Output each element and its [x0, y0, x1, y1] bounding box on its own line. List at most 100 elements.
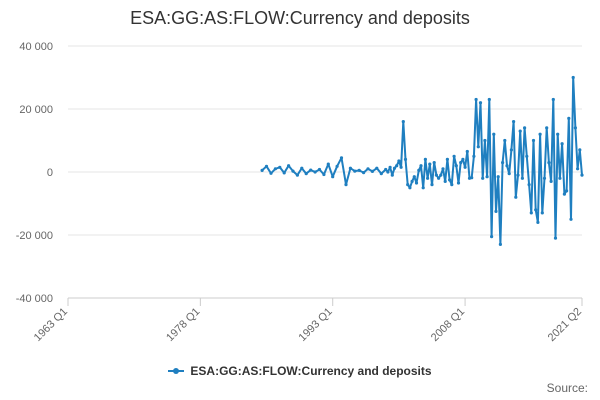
x-tick-label: 1993 Q1 — [297, 306, 335, 344]
data-point — [403, 157, 408, 161]
data-point — [366, 167, 370, 171]
y-tick-label: -20 000 — [16, 230, 53, 242]
data-point — [534, 208, 538, 212]
data-point — [335, 164, 339, 168]
data-point — [434, 173, 438, 177]
data-point — [527, 183, 531, 187]
data-point — [511, 120, 516, 124]
chart-title: ESA:GG:AS:FLOW:Currency and deposits — [130, 8, 470, 28]
data-point — [492, 132, 496, 136]
source-credit[interactable]: Source: — [546, 381, 588, 395]
data-point — [264, 164, 269, 168]
data-point — [399, 165, 403, 169]
data-point — [426, 176, 430, 180]
data-point — [525, 154, 529, 158]
data-point — [461, 157, 465, 161]
data-point — [573, 126, 578, 130]
data-point — [322, 172, 326, 177]
data-point — [549, 179, 553, 183]
data-point — [439, 173, 443, 177]
legend-swatch-icon — [168, 366, 185, 376]
data-point — [260, 168, 264, 172]
x-tick-label: 2008 Q1 — [429, 306, 467, 344]
data-point — [474, 97, 478, 102]
data-point — [304, 172, 308, 176]
data-point — [531, 138, 536, 143]
data-point — [353, 169, 357, 173]
data-point — [397, 159, 401, 163]
data-point — [514, 195, 518, 199]
data-point — [470, 176, 474, 180]
legend-label: ESA:GG:AS:FLOW:Currency and deposits — [190, 364, 432, 378]
data-point — [536, 220, 540, 224]
data-point — [496, 175, 500, 179]
data-point — [313, 170, 317, 174]
x-tick-label: 2021 Q2 — [546, 306, 584, 344]
data-point — [562, 192, 567, 196]
data-point — [421, 186, 425, 190]
data-point — [445, 157, 449, 161]
data-point — [408, 186, 412, 190]
data-point — [450, 183, 454, 187]
data-point — [278, 165, 282, 169]
data-point — [576, 167, 580, 171]
data-point — [490, 235, 494, 239]
data-point — [375, 166, 379, 170]
data-point — [523, 126, 527, 130]
data-point — [437, 176, 441, 180]
data-point — [487, 97, 491, 102]
legend[interactable]: ESA:GG:AS:FLOW:Currency and deposits — [0, 364, 600, 378]
data-point — [501, 161, 505, 165]
data-point — [406, 183, 410, 187]
data-point — [481, 176, 485, 180]
data-point — [542, 176, 547, 180]
data-point — [456, 181, 461, 185]
data-point — [331, 175, 335, 179]
data-point — [578, 148, 582, 152]
data-point — [370, 169, 374, 173]
data-point — [551, 97, 555, 102]
data-point — [538, 132, 542, 136]
data-point — [494, 209, 498, 213]
data-point — [448, 178, 452, 182]
data-point — [485, 175, 489, 179]
y-tick-label: 20 000 — [19, 104, 53, 116]
data-point — [423, 157, 427, 161]
data-point — [428, 162, 432, 166]
data-point — [518, 129, 522, 133]
data-point — [556, 132, 560, 136]
data-point — [390, 173, 394, 177]
data-point — [348, 166, 352, 170]
data-point — [419, 164, 423, 168]
data-point — [395, 164, 399, 168]
y-tick-label: 40 000 — [19, 41, 53, 53]
data-point — [571, 75, 575, 80]
data-point — [401, 120, 405, 124]
data-point — [565, 189, 569, 193]
data-point — [553, 236, 558, 240]
data-point — [386, 170, 390, 174]
data-point — [498, 242, 502, 246]
data-point — [344, 183, 348, 187]
data-point — [507, 172, 511, 176]
data-point — [295, 173, 299, 177]
data-point — [317, 167, 322, 172]
data-point — [417, 168, 421, 172]
data-point — [309, 168, 313, 172]
y-tick-label: 0 — [47, 167, 53, 179]
data-point — [580, 173, 584, 177]
data-point — [441, 167, 445, 171]
x-tick-label: 1978 Q1 — [164, 306, 202, 344]
data-point — [273, 167, 277, 171]
data-point — [362, 171, 366, 175]
data-point — [505, 164, 509, 168]
data-point — [339, 156, 344, 160]
data-point — [509, 148, 513, 152]
data-point — [503, 138, 507, 143]
data-point — [560, 142, 564, 146]
data-point — [529, 211, 533, 215]
data-point — [452, 154, 456, 158]
data-point — [478, 101, 483, 105]
data-point — [569, 217, 573, 221]
